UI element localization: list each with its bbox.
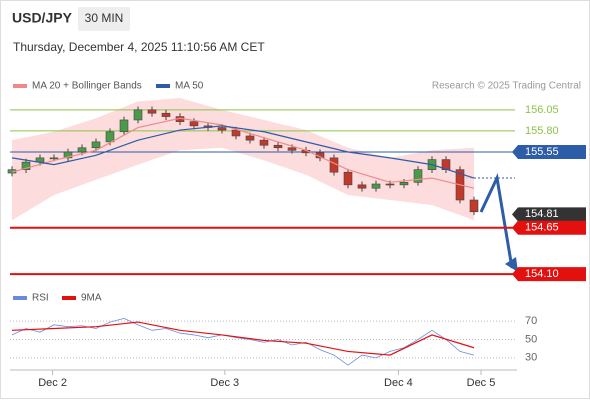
legend-swatch xyxy=(156,84,170,88)
candle-body xyxy=(371,183,381,189)
legend-swatch xyxy=(13,296,27,300)
candle-body xyxy=(147,109,157,114)
candle-body xyxy=(21,161,31,170)
candle-body xyxy=(469,199,479,213)
level-label: 154.10 xyxy=(525,268,559,280)
symbol: USD/JPY xyxy=(12,10,73,26)
y-tick-label: 50 xyxy=(525,333,537,345)
candle-body xyxy=(217,127,227,131)
level-label: 156.05 xyxy=(525,104,559,116)
legend-label: RSI xyxy=(32,293,49,304)
series-line xyxy=(11,321,475,356)
x-tick-label: Dec 2 xyxy=(38,377,67,389)
level-tag xyxy=(512,144,586,159)
candle-body xyxy=(287,147,297,151)
legend-swatch xyxy=(13,84,27,88)
candle-body xyxy=(385,183,395,186)
x-tick-label: Dec 3 xyxy=(210,377,239,389)
legend-swatch xyxy=(62,296,76,300)
candle-body xyxy=(399,182,409,186)
candle-body xyxy=(245,135,255,141)
projection-arrow xyxy=(479,173,514,269)
x-tick-label: Dec 5 xyxy=(467,377,496,389)
series-line xyxy=(11,117,475,189)
candle-body xyxy=(161,112,171,117)
candle-body xyxy=(63,151,73,159)
datetime: Thursday, December 4, 2025 11:10:56 AM C… xyxy=(13,40,265,54)
candle-body xyxy=(273,144,283,149)
candle-body xyxy=(49,157,59,160)
level-tag xyxy=(512,207,586,222)
legend-label: MA 20 + Bollinger Bands xyxy=(32,81,142,92)
x-tick-label: Dec 4 xyxy=(384,377,413,389)
interval-button[interactable] xyxy=(78,7,130,31)
candle-body xyxy=(91,141,101,149)
candle-body xyxy=(133,109,143,121)
legend-label: MA 50 xyxy=(175,81,204,92)
y-tick-label: 30 xyxy=(525,352,537,364)
level-label: 155.55 xyxy=(525,146,559,158)
y-tick-label: 70 xyxy=(525,315,537,327)
candle-body xyxy=(357,184,367,189)
candle-body xyxy=(105,131,115,143)
level-tag xyxy=(512,267,586,282)
credit: Research © 2025 Trading Central xyxy=(432,81,581,92)
candle-body xyxy=(119,119,129,133)
level-label: 154.81 xyxy=(525,208,559,220)
series-line xyxy=(11,125,475,179)
candle-body xyxy=(343,171,353,186)
candle-body xyxy=(231,129,241,137)
candle-body xyxy=(77,147,87,153)
arrow-head xyxy=(505,257,518,272)
candle-body xyxy=(259,139,269,146)
interval[interactable]: 30 MIN xyxy=(85,11,124,25)
legend-label: 9MA xyxy=(81,293,102,304)
level-label: 155.80 xyxy=(525,125,559,137)
candle-body xyxy=(413,169,423,183)
level-tag xyxy=(512,220,586,235)
candle-body xyxy=(189,121,199,127)
level-label: 154.65 xyxy=(525,222,559,234)
